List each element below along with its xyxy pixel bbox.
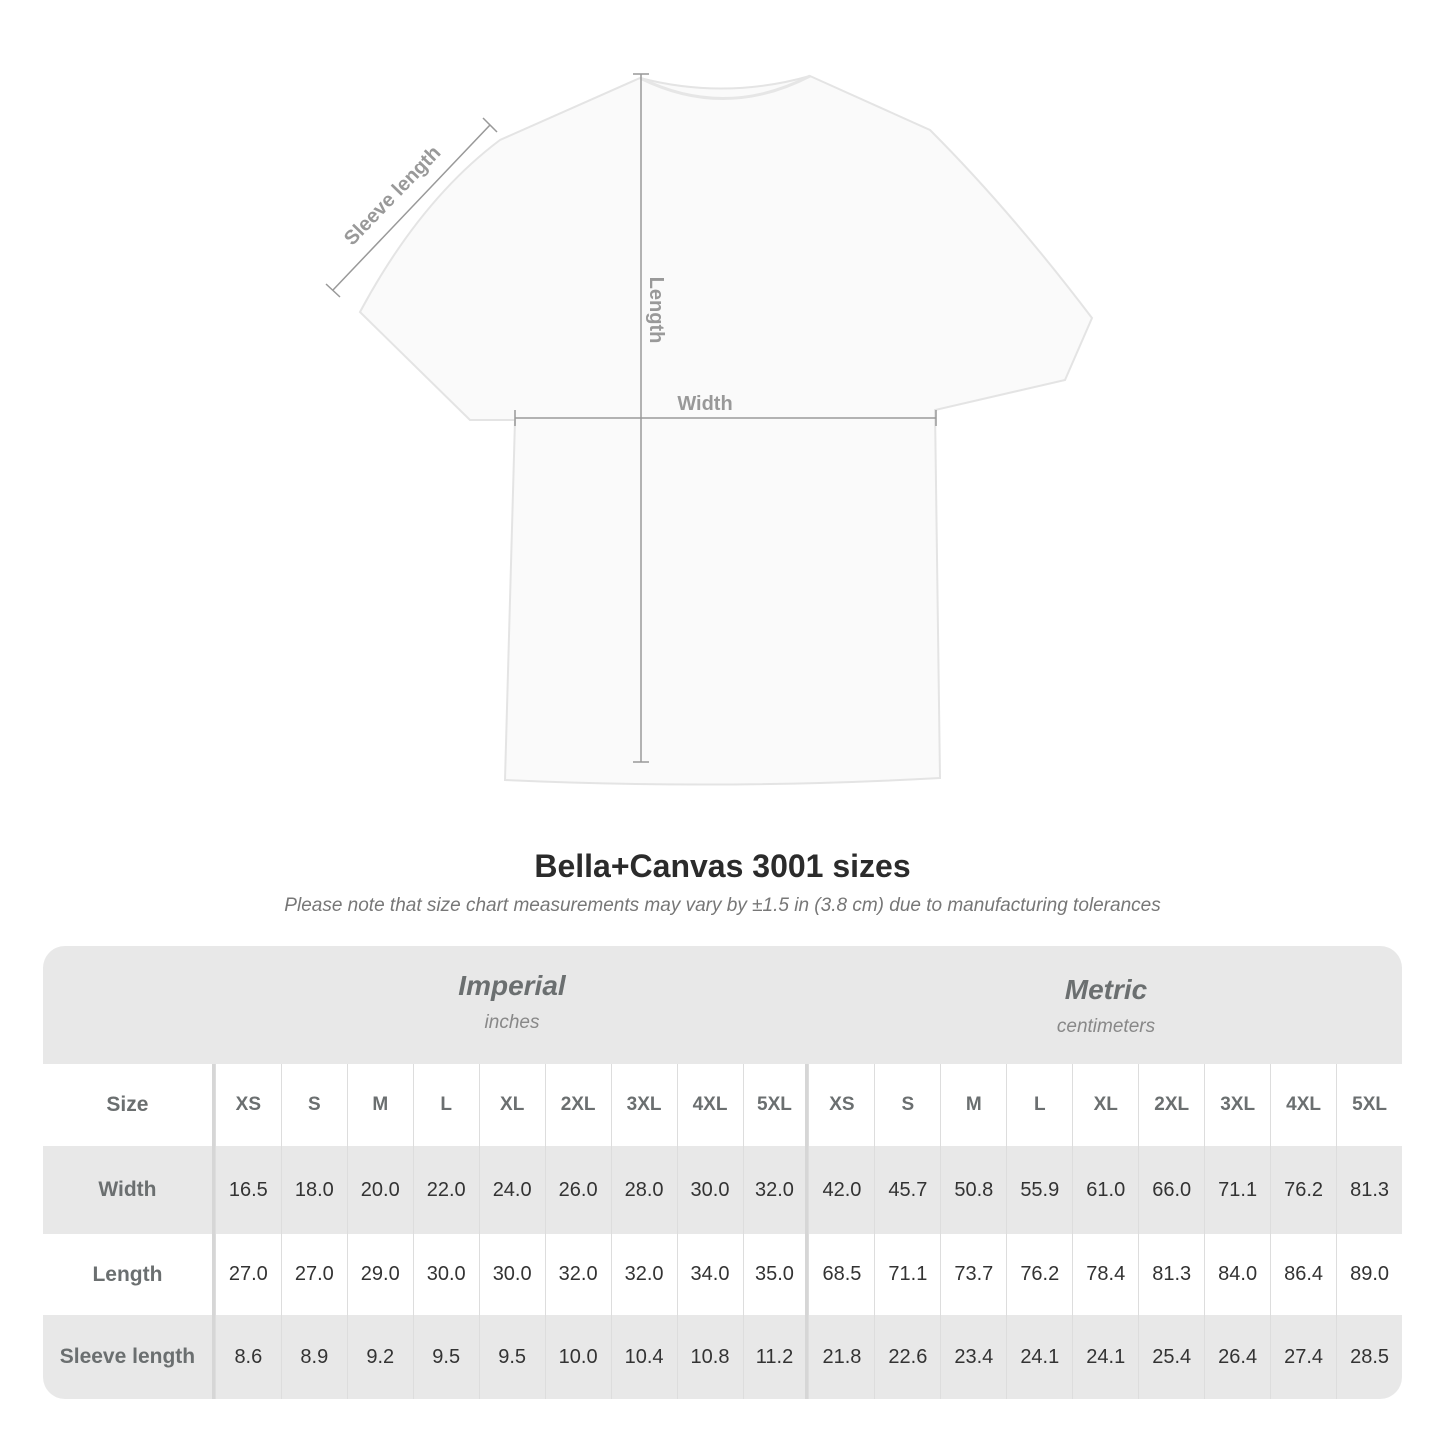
imperial-value-cell: 10.4 (610, 1315, 677, 1399)
metric-value-cell: 81.3 (1336, 1146, 1402, 1234)
chart-title: Bella+Canvas 3001 sizes (534, 848, 911, 884)
imperial-value-cell: 30.0 (478, 1234, 545, 1315)
imperial-value-cell: 32.0 (610, 1234, 677, 1315)
tshirt-diagram: Width Length Sleeve length (325, 73, 1094, 786)
metric-value-cell: 22.6 (874, 1315, 940, 1399)
metric-value-cell: 27.4 (1270, 1315, 1336, 1399)
imperial-value-cell: 9.5 (412, 1315, 479, 1399)
row-label: Length (43, 1234, 215, 1315)
imperial-value-cell: 26.0 (544, 1146, 611, 1234)
metric-value-cell: 26.4 (1204, 1315, 1270, 1399)
size-header-cell: 5XL (1336, 1064, 1402, 1146)
imperial-value-cell: 10.8 (676, 1315, 743, 1399)
imperial-value-cell: 32.0 (544, 1234, 611, 1315)
tolerance-note: Please note that size chart measurements… (284, 895, 1161, 916)
metric-title: Metric (1064, 974, 1148, 1005)
metric-value-cell: 84.0 (1204, 1234, 1270, 1315)
imperial-header: Imperial inches (215, 946, 809, 1064)
tshirt-shape (358, 74, 1094, 786)
imperial-value-cell: 35.0 (742, 1234, 809, 1315)
metric-header: Metric centimeters (809, 946, 1402, 1064)
imperial-value-cell: 11.2 (742, 1315, 809, 1399)
size-header-cell: S (280, 1064, 347, 1146)
size-header-cell: L (412, 1064, 479, 1146)
metric-value-cell: 55.9 (1006, 1146, 1072, 1234)
imperial-value-cell: 28.0 (610, 1146, 677, 1234)
metric-value-cell: 76.2 (1006, 1234, 1072, 1315)
size-header-cell: XL (1072, 1064, 1138, 1146)
metric-value-cell: 24.1 (1072, 1315, 1138, 1399)
metric-value-cell: 76.2 (1270, 1146, 1336, 1234)
size-header-cell: 4XL (1270, 1064, 1336, 1146)
metric-value-cell: 45.7 (874, 1146, 940, 1234)
size-header-cell: S (874, 1064, 940, 1146)
imperial-value-cell: 34.0 (676, 1234, 743, 1315)
size-header-row: Size XS S M L XL 2XL 3XL 4XL 5XL XS S M L XL 2XL 3XL 4XL 5… (43, 1064, 1402, 1146)
imperial-value-cell: 22.0 (412, 1146, 479, 1234)
imperial-value-cell: 24.0 (478, 1146, 545, 1234)
size-header-cell: M (940, 1064, 1006, 1146)
size-header-cell: 3XL (1204, 1064, 1270, 1146)
row-label: Size (43, 1064, 215, 1146)
metric-value-cell: 68.5 (808, 1234, 874, 1315)
metric-value-cell: 25.4 (1138, 1315, 1204, 1399)
imperial-value-cell: 8.6 (214, 1315, 281, 1399)
measurement-lines (325, 73, 937, 763)
size-header-cell: M (346, 1064, 413, 1146)
imperial-value-cell: 30.0 (412, 1234, 479, 1315)
metric-value-cell: 23.4 (940, 1315, 1006, 1399)
metric-value-cell: 24.1 (1006, 1315, 1072, 1399)
size-header-cell: 4XL (676, 1064, 743, 1146)
table-row: Sleeve length 8.6 8.9 9.2 9.5 9.5 10.0 10.4 10.8… (43, 1315, 1402, 1399)
imperial-title: Imperial (458, 970, 566, 1001)
imperial-value-cell: 10.0 (544, 1315, 611, 1399)
metric-value-cell: 66.0 (1138, 1146, 1204, 1234)
imperial-value-cell: 18.0 (280, 1146, 347, 1234)
metric-value-cell: 73.7 (940, 1234, 1006, 1315)
size-header-cell: 3XL (610, 1064, 677, 1146)
row-label: Sleeve length (43, 1315, 215, 1399)
metric-value-cell: 89.0 (1336, 1234, 1402, 1315)
size-header-cell: 2XL (1138, 1064, 1204, 1146)
imperial-value-cell: 8.9 (280, 1315, 347, 1399)
metric-unit: centimeters (1056, 1016, 1156, 1037)
row-label: Width (43, 1146, 215, 1234)
imperial-value-cell: 32.0 (742, 1146, 809, 1234)
metric-value-cell: 78.4 (1072, 1234, 1138, 1315)
width-label: Width (677, 393, 732, 415)
metric-value-cell: 61.0 (1072, 1146, 1138, 1234)
metric-value-cell: 81.3 (1138, 1234, 1204, 1315)
size-header-cell: 2XL (544, 1064, 611, 1146)
size-table: Imperial inches Metric centimeters Size X… (43, 946, 1402, 1399)
imperial-value-cell: 9.2 (346, 1315, 413, 1399)
imperial-unit: inches (484, 1012, 540, 1033)
imperial-value-cell: 27.0 (280, 1234, 347, 1315)
size-header-cell: L (1006, 1064, 1072, 1146)
metric-value-cell: 28.5 (1336, 1315, 1402, 1399)
metric-value-cell: 71.1 (1204, 1146, 1270, 1234)
imperial-value-cell: 29.0 (346, 1234, 413, 1315)
metric-value-cell: 71.1 (874, 1234, 940, 1315)
metric-value-cell: 21.8 (808, 1315, 874, 1399)
imperial-value-cell: 9.5 (478, 1315, 545, 1399)
size-header-cell: XL (478, 1064, 545, 1146)
imperial-value-cell: 30.0 (676, 1146, 743, 1234)
table-row: Width 16.5 18.0 20.0 22.0 24.0 26.0 28.0 30.0 32.… (43, 1146, 1402, 1234)
imperial-value-cell: 20.0 (346, 1146, 413, 1234)
imperial-value-cell: 27.0 (214, 1234, 281, 1315)
table-row: Length 27.0 27.0 29.0 30.0 30.0 32.0 32.0 34.0 35… (43, 1234, 1402, 1315)
size-header-cell: 5XL (742, 1064, 809, 1146)
size-header-cell: XS (214, 1064, 281, 1146)
metric-value-cell: 42.0 (808, 1146, 874, 1234)
metric-value-cell: 86.4 (1270, 1234, 1336, 1315)
metric-value-cell: 50.8 (940, 1146, 1006, 1234)
imperial-value-cell: 16.5 (214, 1146, 281, 1234)
size-header-cell: XS (808, 1064, 874, 1146)
length-label: Length (645, 277, 667, 344)
